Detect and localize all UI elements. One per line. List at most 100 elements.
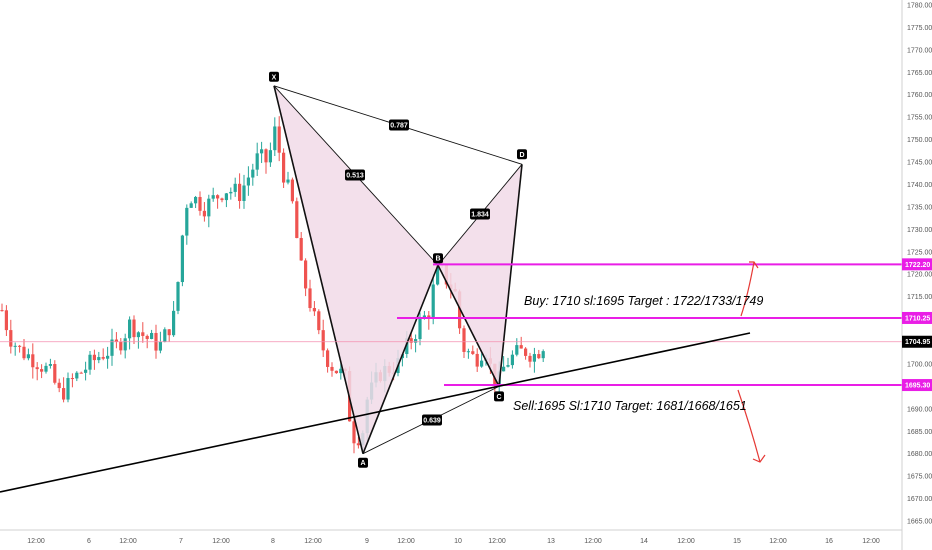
time-tick-label: 12:00 xyxy=(769,538,787,545)
price-tick-label: 1700.00 xyxy=(907,361,932,368)
time-tick-label: 6 xyxy=(87,538,91,545)
candle-body xyxy=(532,354,536,362)
candle-body xyxy=(48,364,52,366)
candle-body xyxy=(84,369,88,373)
candle-body xyxy=(141,332,145,336)
pattern-point-label: A xyxy=(360,460,365,467)
candle-body xyxy=(541,351,545,359)
candle-body xyxy=(22,346,26,359)
candle-body xyxy=(176,282,180,311)
candle-body xyxy=(4,310,8,331)
candle-body xyxy=(277,126,281,153)
time-tick-label: 12:00 xyxy=(677,538,695,545)
candle-body xyxy=(255,153,259,170)
price-tag-label: 1722.20 xyxy=(905,262,930,269)
price-tag xyxy=(902,379,932,392)
pattern-point-tag xyxy=(433,253,443,264)
candle-body xyxy=(462,328,466,352)
candle-body xyxy=(185,207,189,236)
pattern-point-label: X xyxy=(272,74,277,81)
candle-body xyxy=(295,201,299,239)
candle-body xyxy=(216,195,220,199)
ratio-tag xyxy=(345,169,365,181)
pattern-point-label: C xyxy=(496,394,501,401)
candle-body xyxy=(519,345,523,349)
buy-arrow-head xyxy=(749,261,759,269)
pattern-point-tag xyxy=(358,457,368,468)
candle-body xyxy=(506,365,510,367)
candle-body xyxy=(475,353,479,367)
price-tick-label: 1775.00 xyxy=(907,25,932,32)
pattern-point-tag xyxy=(517,149,527,160)
candle-body xyxy=(92,354,96,361)
candle-body xyxy=(35,367,39,370)
candle-body xyxy=(88,354,92,370)
candle-body xyxy=(436,258,440,285)
candle-body xyxy=(286,179,290,183)
price-tick-label: 1750.00 xyxy=(907,137,932,144)
candle-body xyxy=(312,308,316,312)
candle-body xyxy=(334,370,338,374)
candle-body xyxy=(431,284,435,319)
ratio-tag-label: 1.834 xyxy=(471,212,489,219)
candle-body xyxy=(0,310,4,312)
candle-body xyxy=(163,329,167,342)
candle-body xyxy=(211,195,215,199)
candle-body xyxy=(110,339,114,356)
price-tick-label: 1715.00 xyxy=(907,294,932,301)
candle-body xyxy=(264,149,268,163)
candle-body xyxy=(308,288,312,309)
price-tick-label: 1665.00 xyxy=(907,519,932,526)
buy-annotation: Buy: 1710 sl:1695 Target : 1722/1733/174… xyxy=(524,294,763,308)
trade-annotations: Buy: 1710 sl:1695 Target : 1722/1733/174… xyxy=(513,294,763,413)
price-tick-label: 1770.00 xyxy=(907,47,932,54)
leg-bc xyxy=(437,264,500,387)
candle-body xyxy=(150,332,154,339)
sell-arrow xyxy=(737,389,761,463)
time-tick-label: 13 xyxy=(547,538,555,545)
time-tick-label: 12:00 xyxy=(862,538,880,545)
price-tick-label: 1680.00 xyxy=(907,451,932,458)
candle-body xyxy=(242,185,246,201)
trendline xyxy=(0,332,751,493)
price-tick-label: 1755.00 xyxy=(907,115,932,122)
candle-body xyxy=(167,329,171,336)
time-tick-label: 9 xyxy=(365,538,369,545)
candle-body xyxy=(207,198,211,217)
candle-body xyxy=(128,319,132,339)
price-tag-label: 1704.95 xyxy=(905,339,930,346)
price-tick-label: 1725.00 xyxy=(907,249,932,256)
level-lines xyxy=(0,261,902,493)
ratio-tag xyxy=(389,119,409,131)
candle-body xyxy=(409,338,413,343)
price-tag xyxy=(902,258,932,271)
candle-body xyxy=(418,318,422,340)
ratio-tag-label: 0.787 xyxy=(390,123,408,130)
candle-body xyxy=(172,310,176,336)
candle-body xyxy=(330,366,334,371)
candle-body xyxy=(321,330,325,351)
ratio-tag-label: 0.639 xyxy=(423,418,441,425)
candle-body xyxy=(260,149,264,154)
time-tick-label: 14 xyxy=(640,538,648,545)
price-tick-label: 1685.00 xyxy=(907,429,932,436)
price-tag-label: 1695.30 xyxy=(905,383,930,390)
candle-body xyxy=(224,193,228,201)
pattern-point-label: D xyxy=(519,152,524,159)
candle-body xyxy=(123,338,127,351)
candle-body xyxy=(40,369,44,372)
price-tick-label: 1675.00 xyxy=(907,474,932,481)
price-tick-label: 1730.00 xyxy=(907,227,932,234)
candle-body xyxy=(26,354,30,359)
candle-body xyxy=(101,357,105,359)
candle-body xyxy=(44,365,48,372)
price-axis: 1665.00 1670.00 1675.00 1680.00 1685.00 1690.… xyxy=(901,0,932,550)
candle-body xyxy=(466,351,470,353)
ratio-tag-label: 0.513 xyxy=(346,173,364,180)
candle-body xyxy=(132,319,136,338)
candle-body xyxy=(180,235,184,283)
buy-arrow xyxy=(740,261,755,317)
candle-body xyxy=(524,348,528,356)
candle-body xyxy=(220,198,224,201)
